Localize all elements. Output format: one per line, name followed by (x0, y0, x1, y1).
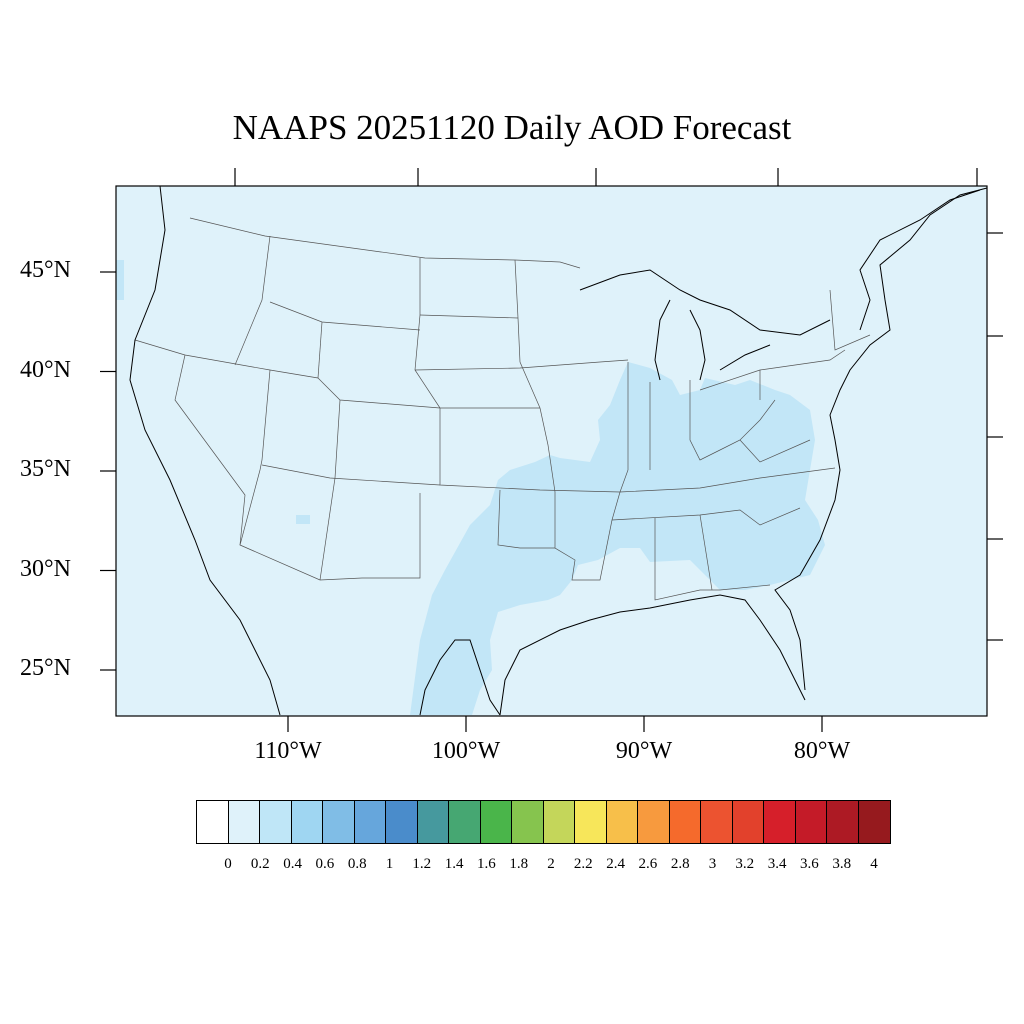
colorbar-swatch (480, 801, 512, 843)
colorbar-label: 1.2 (412, 856, 432, 872)
lat-label: 35°N (20, 456, 71, 482)
state-boundaries (134, 217, 871, 601)
colorbar-swatch (323, 801, 355, 843)
colorbar-swatch (512, 801, 544, 843)
colorbar-label: 2.8 (670, 856, 690, 872)
colorbar-swatch (858, 801, 890, 843)
colorbar-label: 0.4 (283, 856, 302, 872)
aod-plume-small-west (296, 515, 310, 524)
coastline (129, 185, 988, 716)
lat-label: 25°N (20, 655, 71, 681)
colorbar-label: 3.2 (735, 856, 755, 872)
aod-colorbar (196, 800, 891, 844)
colorbar-label: 0.6 (315, 856, 335, 872)
aod-plume-layer (116, 260, 825, 715)
colorbar-label: 2 (547, 856, 555, 872)
colorbar-label: 4 (870, 856, 878, 872)
colorbar-label: 3.6 (800, 856, 819, 872)
colorbar-swatch (354, 801, 386, 843)
colorbar-label: 0 (224, 856, 232, 872)
colorbar-label: 1 (385, 856, 394, 872)
colorbar-swatch (386, 801, 418, 843)
colorbar-swatch (543, 801, 575, 843)
colorbar-label: 1.6 (477, 856, 496, 872)
lon-label: 90°W (615, 738, 673, 764)
axis-ticks (100, 168, 1003, 732)
colorbar-swatch (638, 801, 670, 843)
colorbar-label: 2.2 (573, 856, 593, 872)
colorbar-label: 3.4 (767, 856, 787, 872)
aod-plume-pacific-edge (116, 260, 124, 300)
colorbar-swatch (291, 801, 323, 843)
colorbar-swatch (764, 801, 796, 843)
colorbar-label: 1.8 (509, 856, 529, 872)
lat-label: 40°N (20, 356, 71, 383)
colorbar-label: 0.8 (347, 856, 367, 872)
colorbar-swatch (732, 801, 764, 843)
colorbar-label: 0.2 (250, 856, 270, 872)
colorbar-label: 1.4 (444, 856, 464, 872)
colorbar-label: 3.8 (832, 856, 852, 872)
colorbar-swatch (701, 801, 733, 843)
map-title: NAAPS 20251120 Daily AOD Forecast (232, 108, 792, 147)
colorbar-swatch (228, 801, 260, 843)
lon-label: 100°W (431, 738, 501, 764)
map-background (116, 186, 987, 716)
aod-plume-south-central (410, 362, 825, 715)
colorbar-swatch (260, 801, 292, 843)
lat-label: 30°N (20, 555, 71, 582)
colorbar-swatch (197, 801, 229, 843)
lat-label: 45°N (20, 257, 71, 283)
colorbar-swatch (449, 801, 481, 843)
colorbar-swatch (417, 801, 449, 843)
colorbar-swatch (575, 801, 607, 843)
colorbar-swatch (795, 801, 827, 843)
colorbar-label: 2.4 (606, 856, 625, 872)
colorbar-swatch (606, 801, 638, 843)
lon-label: 80°W (793, 738, 851, 764)
colorbar-label: 2.6 (638, 856, 658, 872)
colorbar-swatch (669, 801, 701, 843)
lon-label: 110°W (254, 738, 322, 764)
colorbar-label: 3 (708, 856, 717, 872)
colorbar-swatch (827, 801, 859, 843)
map-border (115, 185, 988, 717)
